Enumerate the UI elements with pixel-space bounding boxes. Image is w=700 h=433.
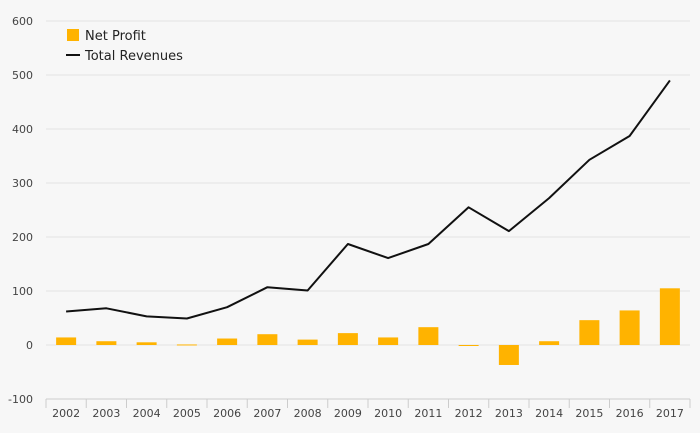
y-tick-label: -100 [8, 393, 33, 406]
total-revenues-line-group [66, 79, 671, 320]
legend-label-net-profit: Net Profit [85, 29, 146, 44]
legend-swatch-net-profit [67, 29, 79, 41]
gridlines [46, 20, 690, 346]
x-tick-label: 2002 [52, 407, 80, 420]
x-tick-label: 2015 [575, 407, 603, 420]
x-tick-label: 2009 [334, 407, 362, 420]
bar-net-profit-2014 [539, 341, 560, 345]
y-tick-label: 100 [12, 285, 33, 298]
x-tick-label: 2006 [213, 407, 241, 420]
bar-net-profit-2013 [498, 345, 519, 365]
y-axis: -100 0 100 200 300 400 500 600 [8, 15, 33, 406]
bar-net-profit-2008 [297, 339, 318, 345]
y-tick-label: 600 [12, 15, 33, 28]
y-tick-label: 200 [12, 231, 33, 244]
legend-item-total-revenues: Total Revenues [66, 49, 183, 64]
legend-label-total-revenues: Total Revenues [84, 49, 183, 64]
x-tick-label: 2011 [414, 407, 442, 420]
bar-net-profit-2003 [96, 341, 117, 345]
line-total-revenues [66, 79, 671, 320]
bar-net-profit-2002 [56, 337, 77, 345]
x-tick-label: 2003 [92, 407, 120, 420]
bar-net-profit-2010 [378, 337, 399, 345]
x-tick-label: 2016 [616, 407, 644, 420]
x-tick-label: 2005 [173, 407, 201, 420]
bar-net-profit-2017 [659, 288, 680, 345]
bar-net-profit-2016 [619, 310, 640, 345]
bar-net-profit-2015 [579, 320, 600, 345]
x-tick-label: 2017 [656, 407, 684, 420]
x-tick-label: 2004 [133, 407, 161, 420]
bar-net-profit-2007 [257, 334, 278, 345]
x-tick-label: 2012 [455, 407, 483, 420]
y-tick-label: 400 [12, 123, 33, 136]
legend-item-net-profit: Net Profit [67, 29, 146, 44]
legend: Net Profit Total Revenues [66, 29, 183, 64]
x-tick-label: 2010 [374, 407, 402, 420]
bar-net-profit-2012 [458, 345, 479, 346]
y-tick-label: 0 [26, 339, 33, 352]
x-tick-label: 2008 [294, 407, 322, 420]
x-tick-label: 2013 [495, 407, 523, 420]
bar-net-profit-2011 [418, 327, 439, 345]
x-tick-label: 2014 [535, 407, 563, 420]
bar-net-profit-2005 [176, 344, 197, 346]
bar-net-profit-2004 [136, 342, 157, 345]
x-tick-label: 2007 [253, 407, 281, 420]
x-axis: 2002 2003 2004 2005 2006 2007 2008 2009 2010 2011… [45, 398, 691, 420]
y-tick-label: 500 [12, 69, 33, 82]
bar-net-profit-2006 [217, 338, 238, 345]
y-tick-label: 300 [12, 177, 33, 190]
net-profit-bars [56, 288, 680, 365]
bar-net-profit-2009 [337, 333, 358, 345]
